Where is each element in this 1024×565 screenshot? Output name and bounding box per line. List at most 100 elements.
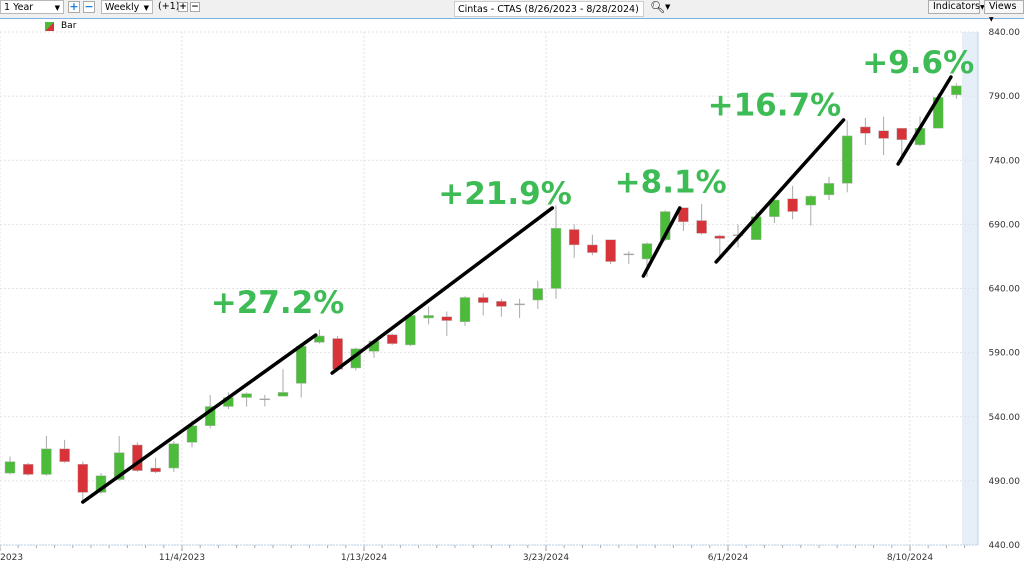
candle-up xyxy=(550,227,562,289)
candle-down xyxy=(150,467,161,473)
indicators-label: Indicators xyxy=(933,1,980,12)
candle-up xyxy=(423,315,434,319)
trendline xyxy=(896,75,953,166)
candle-up xyxy=(314,335,325,343)
candle-down xyxy=(787,198,798,212)
candle-up xyxy=(368,340,380,352)
candle-up xyxy=(805,195,817,206)
candle-up xyxy=(951,85,962,96)
y-tick-label: 590.00 xyxy=(989,349,1021,359)
candle-down xyxy=(587,244,598,253)
candle-up xyxy=(241,393,252,398)
chevron-down-icon: ▼ xyxy=(989,16,994,23)
views-button[interactable]: Views ▼ xyxy=(984,0,1024,23)
x-tick-label: 11/4/2023 xyxy=(159,553,205,563)
candle-down xyxy=(477,297,489,303)
magnifier-icon[interactable]: 🔍︎ xyxy=(650,0,666,14)
trendline xyxy=(641,206,682,278)
candle-up xyxy=(168,443,180,469)
future-shade xyxy=(962,32,978,545)
x-tick-label: 8/26/2023 xyxy=(0,553,23,563)
candle-up xyxy=(659,211,671,241)
indicators-button[interactable]: Indicators▼ xyxy=(928,0,985,14)
step-minus-button[interactable]: − xyxy=(190,2,200,12)
candle-down xyxy=(496,301,507,307)
zoom-in-button[interactable]: + xyxy=(68,0,80,13)
x-tick-label: 6/1/2024 xyxy=(708,553,749,563)
candle-down xyxy=(605,239,616,262)
candle-up xyxy=(295,345,307,384)
candle-down xyxy=(860,126,871,134)
y-tick-label: 540.00 xyxy=(989,413,1021,423)
candle-up xyxy=(914,127,926,146)
y-tick-label: 690.00 xyxy=(989,220,1021,230)
candle-down xyxy=(568,229,580,246)
candle-up xyxy=(641,243,653,260)
trendline xyxy=(714,118,846,264)
candle-down xyxy=(132,444,143,471)
candle-down xyxy=(714,235,726,239)
chevron-down-icon: ▼ xyxy=(54,4,60,12)
views-label: Views xyxy=(989,1,1017,12)
y-tick-label: 790.00 xyxy=(989,92,1021,102)
candle-up xyxy=(259,398,271,401)
candle-down xyxy=(77,463,89,493)
trendline xyxy=(330,206,555,375)
up-down-bar-icon xyxy=(45,22,54,31)
candle-up xyxy=(95,475,107,493)
candle-down xyxy=(386,334,398,344)
step-plus-button[interactable]: + xyxy=(178,2,188,12)
y-tick-label: 440.00 xyxy=(989,541,1021,551)
y-tick-label: 740.00 xyxy=(989,156,1021,166)
chevron-down-icon: ▼ xyxy=(143,4,149,12)
offset-label: (+1) xyxy=(158,1,180,12)
interval-select[interactable]: Weekly ▼ xyxy=(101,0,153,14)
candle-up xyxy=(623,253,635,256)
trendline xyxy=(81,333,318,504)
candle-down xyxy=(332,338,343,370)
y-tick-label: 840.00 xyxy=(989,28,1021,38)
candle-up xyxy=(769,199,780,217)
candle-up xyxy=(350,348,362,369)
gain-annotation: +8.1% xyxy=(615,164,727,200)
range-select[interactable]: 1 Year ▼ xyxy=(0,0,64,14)
candle-up xyxy=(459,297,471,323)
candle-down xyxy=(878,130,889,139)
candle-down xyxy=(896,127,908,140)
candle-up xyxy=(841,135,853,184)
symbol-title-field[interactable]: Cintas - CTAS (8/26/2023 - 8/28/2024) xyxy=(454,1,644,17)
y-tick-label: 490.00 xyxy=(989,477,1021,487)
candle-up xyxy=(41,448,52,475)
candle-up xyxy=(732,234,744,236)
candle-up xyxy=(4,461,16,474)
candle-down xyxy=(59,448,70,462)
candle-up xyxy=(113,452,125,480)
candle-up xyxy=(405,315,416,346)
x-tick-label: 8/10/2024 xyxy=(887,553,933,563)
candle-up xyxy=(223,397,234,407)
gain-annotation: +16.7% xyxy=(708,87,842,123)
x-tick-label: 1/13/2024 xyxy=(341,553,387,563)
chevron-down-icon[interactable]: ▼ xyxy=(665,3,671,11)
candle-up xyxy=(532,288,544,301)
legend-label[interactable]: Bar xyxy=(61,21,77,31)
candle-down xyxy=(696,220,707,234)
candle-up xyxy=(514,303,525,306)
candle-up xyxy=(186,425,198,443)
candle-down xyxy=(22,463,34,475)
range-select-value: 1 Year xyxy=(4,2,34,13)
candle-up xyxy=(823,183,835,196)
y-tick-label: 640.00 xyxy=(989,285,1021,295)
candle-up xyxy=(750,216,762,241)
candle-up xyxy=(277,392,289,397)
x-tick-label: 3/23/2024 xyxy=(523,553,569,563)
gain-annotation: +21.9% xyxy=(438,176,572,212)
toolbar: 1 Year ▼ + − Weekly ▼ (+1) + − Cintas - CT… xyxy=(0,0,1024,23)
chevron-down-icon: ▼ xyxy=(979,4,985,11)
candle-up xyxy=(204,406,216,426)
candle-down xyxy=(441,316,453,321)
candle-up xyxy=(932,97,944,129)
candle-down xyxy=(678,207,689,223)
zoom-out-button[interactable]: − xyxy=(83,0,95,13)
